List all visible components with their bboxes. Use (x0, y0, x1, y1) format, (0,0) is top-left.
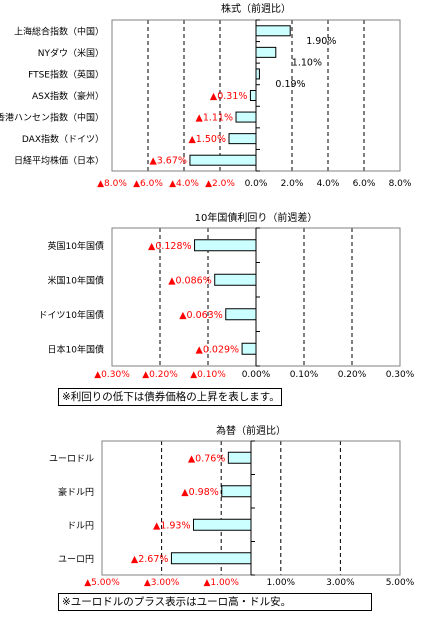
stock-category-label: NYダウ（米国） (38, 47, 104, 59)
fx-tick-label: ▲3.00% (144, 578, 180, 588)
fx-value-label: ▲0.76% (188, 453, 226, 464)
stock-bar (228, 133, 257, 145)
stock-bar (255, 68, 260, 80)
bond-tick-label: ▲0.20% (142, 370, 178, 380)
fx-tick-label: ▲5.00% (84, 578, 120, 588)
fx-category-label: 豪ドル円 (58, 486, 94, 498)
stock-value-label: 1.90% (306, 36, 336, 47)
stock-tick-label: ▲8.0% (97, 179, 127, 189)
fx-bar (227, 451, 252, 464)
stock-tick-label: 0.0% (245, 179, 268, 189)
bond-bar (241, 342, 257, 355)
fx-value-label: ▲0.98% (181, 487, 219, 498)
bond-category-label: 米国10年国債 (48, 274, 104, 286)
stock-bar (235, 111, 257, 123)
fx-category-label: ドル円 (67, 520, 94, 531)
bond-bar (194, 239, 257, 252)
stock-tick-label: ▲4.0% (169, 179, 199, 189)
stock-category-label: 香港ハンセン指数（中国） (0, 112, 104, 124)
bond-tick-label: 0.20% (338, 370, 367, 380)
fx-bar (192, 518, 252, 531)
bond-tick-label: 0.30% (386, 370, 415, 380)
bond-value-label: ▲0.086% (168, 275, 212, 286)
stock-bar (255, 25, 291, 37)
stock-category-label: 上海総合指数（中国） (14, 25, 104, 37)
stock-tick-label: ▲2.0% (205, 179, 235, 189)
fx-value-label: ▲2.67% (131, 554, 169, 565)
bond-chart-title: 10年国債利回り（前週差） (195, 211, 318, 224)
stock-tick-label: 4.0% (317, 179, 340, 189)
bond-value-label: ▲0.128% (148, 241, 192, 252)
bond-tick-label: ▲0.10% (190, 370, 226, 380)
stock-category-label: 日経平均株価（日本） (14, 155, 104, 167)
stock-chart-title: 株式（前週比） (221, 2, 291, 15)
stock-value-label: ▲3.67% (149, 156, 187, 167)
stock-tick-label: ▲6.0% (133, 179, 163, 189)
bond-category-label: ドイツ10年国債 (39, 309, 104, 321)
stock-tick-label: 8.0% (389, 179, 412, 189)
stock-value-label: 0.19% (275, 79, 305, 90)
bond-value-label: ▲0.063% (179, 310, 223, 321)
stock-value-label: 1.10% (292, 57, 322, 68)
bond-bar (214, 273, 257, 286)
stock-tick-label: 2.0% (281, 179, 304, 189)
fx-value-label: ▲1.93% (153, 520, 191, 531)
stock-category-label: FTSE指数（英国） (28, 68, 104, 80)
stock-value-label: ▲1.50% (189, 134, 227, 145)
fx-tick-label: 1.00% (267, 578, 296, 588)
fx-tick-label: 5.00% (386, 578, 415, 588)
fx-category-label: ユーロドル (49, 454, 94, 464)
stock-bar (249, 90, 257, 101)
fx-tick-label: 3.00% (326, 578, 355, 588)
fx-bar (221, 485, 252, 498)
stock-bar (255, 46, 277, 58)
bond-category-label: 英国10年国債 (48, 240, 104, 252)
stock-bar (189, 154, 257, 166)
fx-note: ※ユーロドルのプラス表示はユーロ高・ドル安。 (58, 593, 372, 611)
bond-value-label: ▲0.029% (196, 344, 240, 355)
stock-tick-label: 6.0% (353, 179, 376, 189)
bond-tick-label: 0.10% (290, 370, 319, 380)
bond-note: ※利回りの低下は債券価格の上昇を表します。 (58, 388, 282, 406)
bond-tick-label: ▲0.30% (94, 370, 130, 380)
fx-chart-title: 為替（前週比） (216, 424, 286, 437)
bond-bar (225, 308, 257, 321)
stock-category-label: ASX指数（豪州） (32, 90, 104, 102)
stock-value-label: ▲0.31% (210, 91, 248, 102)
fx-bar (170, 552, 252, 565)
stock-category-label: DAX指数（ドイツ） (22, 133, 104, 145)
fx-category-label: ユーロ円 (58, 554, 94, 565)
fx-tick-label: ▲1.00% (203, 578, 239, 588)
stock-value-label: ▲1.11% (196, 113, 234, 124)
bond-category-label: 日本10年国債 (48, 343, 104, 355)
bond-tick-label: 0.00% (242, 370, 271, 380)
